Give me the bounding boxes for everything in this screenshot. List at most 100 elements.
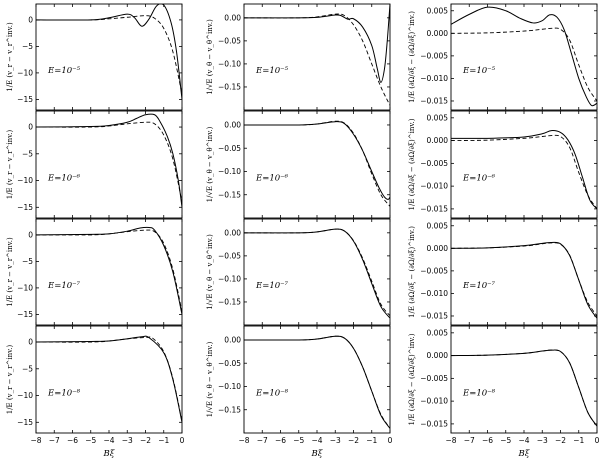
dashed-series xyxy=(451,134,597,210)
panel-frame xyxy=(243,325,391,434)
panel-frame xyxy=(243,218,391,326)
x-tick-label: −8 xyxy=(445,436,456,445)
x-tick-label: −5 xyxy=(85,436,96,445)
panel-annotation: E=10⁻⁶ xyxy=(462,174,496,184)
x-tick-label: −2 xyxy=(140,436,151,445)
panel-frame xyxy=(35,110,183,219)
y-tick-label: −0.010 xyxy=(420,289,448,298)
y-axis-label: 1/E (∂Ω/∂ξ − (∂Ω/∂ξ)^inv.) xyxy=(408,226,416,318)
y-tick-label: −0.15 xyxy=(218,190,241,199)
y-axis-label: 1/E (v_r − v_r^inv.) xyxy=(6,129,14,199)
panel-annotation: E=10⁻⁷ xyxy=(255,281,289,291)
panel-r4-c2: 0.00 −0.05 −0.10 −0.15 −8 −7 −6 −5 −4 −3 −2 −1 0 E=10… xyxy=(206,325,393,445)
solid-series xyxy=(244,4,390,83)
y-tick-label: −15 xyxy=(17,203,33,212)
y-tick-label: −0.05 xyxy=(218,359,241,368)
y-axis-label: 1/E (v_r − v_r^inv.) xyxy=(6,22,14,92)
x-tick-label: 0 xyxy=(388,436,393,445)
solid-series xyxy=(36,335,182,423)
y-tick-label: −5 xyxy=(22,149,33,158)
y-tick-label: −15 xyxy=(17,418,33,427)
y-tick-label: 0 xyxy=(28,16,33,25)
panel-frame xyxy=(243,110,391,219)
panel-annotation: E=10⁻⁸ xyxy=(47,389,81,399)
y-tick-label: 0.005 xyxy=(427,6,449,15)
y-tick-label: 0.00 xyxy=(224,228,241,237)
x-tick-label: −3 xyxy=(330,436,341,445)
y-tick-label: 0.00 xyxy=(224,13,241,22)
solid-series xyxy=(451,6,597,107)
y-axis-label: 1/E (v_r − v_r^inv.) xyxy=(6,237,14,307)
y-axis-label: 1/√E (v_θ − v_θ^inv.) xyxy=(206,341,214,417)
y-tick-label: −10 xyxy=(17,69,33,78)
y-tick-label: −0.005 xyxy=(420,374,448,383)
x-tick-label: −6 xyxy=(275,436,286,445)
solid-series xyxy=(451,130,597,210)
y-tick-label: −0.010 xyxy=(420,397,448,406)
y-tick-label: −0.15 xyxy=(218,405,241,414)
y-tick-label: −0.15 xyxy=(218,83,241,92)
x-tick-label: 0 xyxy=(595,436,600,445)
y-tick-label: −0.015 xyxy=(420,419,448,428)
x-axis-label: Bξ xyxy=(311,449,324,459)
y-axis-label: 1/√E (v_θ − v_θ^inv.) xyxy=(206,19,214,95)
y-tick-label: −10 xyxy=(17,176,33,185)
x-tick-label: −7 xyxy=(49,436,60,445)
panel-r3-c2: 0.00 −0.05 −0.10 −0.15 E=10⁻⁷ 1/√E (v_θ − v_θ… xyxy=(206,218,391,326)
panel-r2-c2: 0.00 −0.05 −0.10 −0.15 E=10⁻⁶ 1/√E (v_θ − v_θ… xyxy=(206,110,391,219)
y-tick-label: 0 xyxy=(28,231,33,240)
panel-annotation: E=10⁻⁷ xyxy=(47,281,81,291)
solid-series xyxy=(451,349,597,427)
x-tick-label: −4 xyxy=(518,436,529,445)
dashed-series xyxy=(36,121,182,203)
y-tick-label: −0.010 xyxy=(420,182,448,191)
y-axis-label: 1/E (v_r − v_r^inv.) xyxy=(6,344,14,414)
y-tick-label: −0.005 xyxy=(420,51,448,60)
panel-annotation: E=10⁻⁸ xyxy=(462,389,496,399)
panel-r1-c3: 0.005 0.000 −0.005 −0.010 −0.015 E=10⁻⁵ 1/E (∂… xyxy=(408,3,598,111)
solid-series xyxy=(244,228,390,319)
panel-frame xyxy=(450,218,598,326)
dashed-series xyxy=(451,242,597,317)
x-axis-label: Bξ xyxy=(103,449,116,459)
y-tick-label: −0.015 xyxy=(420,97,448,106)
x-tick-label: −5 xyxy=(293,436,304,445)
y-tick-label: 0 xyxy=(28,123,33,132)
panel-r1-c2: 0.00 −0.05 −0.10 −0.15 E=10⁻⁵ 1/√E (v_θ − v_θ… xyxy=(206,3,391,111)
x-tick-label: −1 xyxy=(366,436,377,445)
y-tick-label: −0.05 xyxy=(218,36,241,45)
y-tick-label: −0.10 xyxy=(218,275,241,284)
y-axis-label: 1/E (∂Ω/∂ξ − (∂Ω/∂ξ)^inv.) xyxy=(408,118,416,210)
y-tick-label: 0.000 xyxy=(427,244,449,253)
panel-frame xyxy=(450,325,598,434)
panel-frame xyxy=(35,218,183,326)
panel-r4-c1: 0−5−10−15−8 −7 −6 −5 −4 −3 −2 −1 0E=10⁻⁸1/E (v_r… xyxy=(6,325,185,445)
panel-annotation: E=10⁻⁸ xyxy=(255,389,289,399)
dashed-series xyxy=(36,229,182,312)
y-axis-label: 1/√E (v_θ − v_θ^inv.) xyxy=(206,126,214,202)
panel-frame xyxy=(450,110,598,219)
panel-frame xyxy=(35,325,183,434)
x-tick-label: −5 xyxy=(500,436,511,445)
panel-r2-c1: 0 −5 −10 −15 E=10⁻⁶ 1/E (v_r − v_r^inv.) xyxy=(6,110,183,219)
y-tick-label: 0 xyxy=(28,338,33,347)
y-tick-label: −5 xyxy=(22,364,33,373)
y-tick-label: −10 xyxy=(17,391,33,400)
panel-annotation: E=10⁻⁷ xyxy=(462,281,496,291)
x-tick-label: 0 xyxy=(180,436,185,445)
y-tick-label: −0.10 xyxy=(218,382,241,391)
y-tick-label: −15 xyxy=(17,310,33,319)
panel-r3-c3: 0.005 0.000 −0.005 −0.010 −0.015 E=10⁻⁷ 1/E (∂… xyxy=(408,218,598,326)
solid-series xyxy=(451,241,597,319)
x-tick-label: −2 xyxy=(555,436,566,445)
panel-r3-c1: 0 −5 −10 −15 E=10⁻⁷ 1/E (v_r − v_r^inv.) xyxy=(6,218,183,326)
y-tick-label: −0.10 xyxy=(218,167,241,176)
panel-frame xyxy=(450,3,598,111)
panel-annotation: E=10⁻⁵ xyxy=(47,66,81,76)
x-tick-label: −8 xyxy=(238,436,249,445)
x-tick-label: −1 xyxy=(573,436,584,445)
solid-series xyxy=(36,113,182,208)
panel-frame xyxy=(243,3,391,111)
panel-frame xyxy=(35,3,183,111)
